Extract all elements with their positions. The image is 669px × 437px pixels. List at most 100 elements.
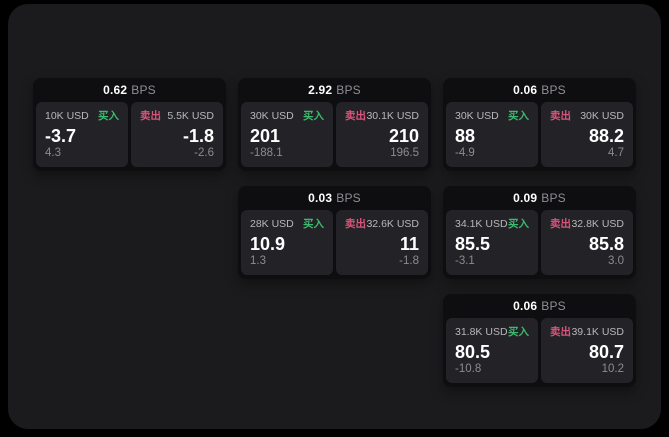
bps-unit-label: BPS: [541, 191, 566, 205]
buy-panel-top: 34.1K USD 买入: [455, 218, 529, 231]
sell-panel[interactable]: 卖出 32.8K USD 85.8 3.0: [541, 210, 633, 275]
sell-panel-top: 卖出 30K USD: [550, 110, 624, 123]
buy-panel-top: 28K USD 买入: [250, 218, 324, 231]
sell-label: 卖出: [345, 218, 366, 230]
sell-sub-value: 10.2: [601, 363, 624, 375]
bps-unit-label: BPS: [541, 83, 566, 97]
buy-label: 买入: [508, 218, 529, 230]
buy-size: 30K USD: [455, 110, 499, 122]
card-header: 0.06 BPS: [446, 294, 633, 318]
buy-size: 28K USD: [250, 218, 294, 230]
bps-value: 0.03: [308, 191, 333, 205]
buy-price: 201: [250, 126, 281, 146]
sell-panel-top: 卖出 30.1K USD: [345, 110, 419, 123]
sell-panel[interactable]: 卖出 39.1K USD 80.7 10.2: [541, 318, 633, 383]
buy-label: 买入: [303, 110, 324, 122]
sell-sub-value: 3.0: [608, 255, 624, 267]
buy-price: 80.5: [455, 342, 491, 362]
buy-price: 88: [455, 126, 476, 146]
sell-price: 80.7: [588, 342, 624, 362]
sell-sub-value: -1.8: [399, 255, 419, 267]
buy-size: 31.8K USD: [455, 326, 508, 338]
buy-panel-top: 30K USD 买入: [455, 110, 529, 123]
bps-value: 0.62: [103, 83, 128, 97]
sell-size: 30K USD: [580, 110, 624, 122]
sell-size: 5.5K USD: [167, 110, 214, 122]
sell-sub-value: -2.6: [194, 147, 214, 159]
quote-card: 0.06 BPS 30K USD 买入 88 -4.9 卖出: [443, 78, 636, 171]
sell-panel-top: 卖出 39.1K USD: [550, 326, 624, 339]
sell-label: 卖出: [345, 110, 366, 122]
buy-panel-top: 30K USD 买入: [250, 110, 324, 123]
sell-price: 85.8: [588, 234, 624, 254]
buy-size: 30K USD: [250, 110, 294, 122]
sell-panel[interactable]: 卖出 32.6K USD 11 -1.8: [336, 210, 428, 275]
sell-sub-value: 4.7: [608, 147, 624, 159]
sell-panel[interactable]: 卖出 30K USD 88.2 4.7: [541, 102, 633, 167]
sell-price: -1.8: [182, 126, 214, 146]
sell-label: 卖出: [550, 110, 571, 122]
buy-label: 买入: [508, 110, 529, 122]
app-window: 0.62 BPS 10K USD 买入 -3.7 4.3 卖出: [8, 4, 661, 429]
quotes-grid: 0.62 BPS 10K USD 买入 -3.7 4.3 卖出: [33, 78, 636, 387]
buy-label: 买入: [303, 218, 324, 230]
quote-panels: 30K USD 买入 88 -4.9 卖出 30K USD 88.2 4.7: [446, 102, 633, 167]
buy-price: -3.7: [45, 126, 77, 146]
bps-value: 0.06: [513, 299, 538, 313]
quote-panels: 31.8K USD 买入 80.5 -10.8 卖出 39.1K USD 80.…: [446, 318, 633, 383]
card-header: 0.06 BPS: [446, 78, 633, 102]
bps-unit-label: BPS: [336, 83, 361, 97]
bps-unit-label: BPS: [336, 191, 361, 205]
quote-card: 2.92 BPS 30K USD 买入 201 -188.1 卖出: [238, 78, 431, 171]
sell-sub-value: 196.5: [390, 147, 419, 159]
quote-card: 0.62 BPS 10K USD 买入 -3.7 4.3 卖出: [33, 78, 226, 171]
buy-sub-value: 4.3: [45, 147, 61, 159]
quote-panels: 28K USD 买入 10.9 1.3 卖出 32.6K USD 11 -1.8: [241, 210, 428, 275]
buy-sub-value: -4.9: [455, 147, 475, 159]
buy-sub-value: -188.1: [250, 147, 283, 159]
buy-panel-top: 10K USD 买入: [45, 110, 119, 123]
buy-size: 34.1K USD: [455, 218, 508, 230]
sell-panel-top: 卖出 5.5K USD: [140, 110, 214, 123]
bps-value: 2.92: [308, 83, 333, 97]
sell-label: 卖出: [550, 326, 571, 338]
buy-panel[interactable]: 30K USD 买入 88 -4.9: [446, 102, 538, 167]
quote-panels: 30K USD 买入 201 -188.1 卖出 30.1K USD 210 1…: [241, 102, 428, 167]
sell-price: 11: [399, 234, 419, 254]
quote-panels: 10K USD 买入 -3.7 4.3 卖出 5.5K USD -1.8 -2.…: [36, 102, 223, 167]
buy-panel[interactable]: 28K USD 买入 10.9 1.3: [241, 210, 333, 275]
card-header: 0.03 BPS: [241, 186, 428, 210]
sell-label: 卖出: [140, 110, 161, 122]
buy-panel[interactable]: 31.8K USD 买入 80.5 -10.8: [446, 318, 538, 383]
buy-price: 85.5: [455, 234, 491, 254]
card-header: 0.09 BPS: [446, 186, 633, 210]
quote-panels: 34.1K USD 买入 85.5 -3.1 卖出 32.8K USD 85.8…: [446, 210, 633, 275]
buy-sub-value: -3.1: [455, 255, 475, 267]
bps-unit-label: BPS: [131, 83, 156, 97]
sell-panel-top: 卖出 32.6K USD: [345, 218, 419, 231]
sell-price: 210: [388, 126, 419, 146]
buy-size: 10K USD: [45, 110, 89, 122]
buy-panel[interactable]: 10K USD 买入 -3.7 4.3: [36, 102, 128, 167]
card-header: 2.92 BPS: [241, 78, 428, 102]
quote-card: 0.09 BPS 34.1K USD 买入 85.5 -3.1 卖出: [443, 186, 636, 279]
sell-label: 卖出: [550, 218, 571, 230]
sell-panel[interactable]: 卖出 5.5K USD -1.8 -2.6: [131, 102, 223, 167]
bps-value: 0.09: [513, 191, 538, 205]
buy-panel[interactable]: 30K USD 买入 201 -188.1: [241, 102, 333, 167]
buy-price: 10.9: [250, 234, 286, 254]
buy-sub-value: 1.3: [250, 255, 266, 267]
sell-panel-top: 卖出 32.8K USD: [550, 218, 624, 231]
quote-card: 0.06 BPS 31.8K USD 买入 80.5 -10.8 卖: [443, 294, 636, 387]
bps-value: 0.06: [513, 83, 538, 97]
buy-sub-value: -10.8: [455, 363, 482, 375]
buy-label: 买入: [98, 110, 119, 122]
sell-size: 39.1K USD: [571, 326, 624, 338]
buy-label: 买入: [508, 326, 529, 338]
bps-unit-label: BPS: [541, 299, 566, 313]
quote-card: 0.03 BPS 28K USD 买入 10.9 1.3 卖出: [238, 186, 431, 279]
sell-panel[interactable]: 卖出 30.1K USD 210 196.5: [336, 102, 428, 167]
sell-price: 88.2: [588, 126, 624, 146]
buy-panel[interactable]: 34.1K USD 买入 85.5 -3.1: [446, 210, 538, 275]
